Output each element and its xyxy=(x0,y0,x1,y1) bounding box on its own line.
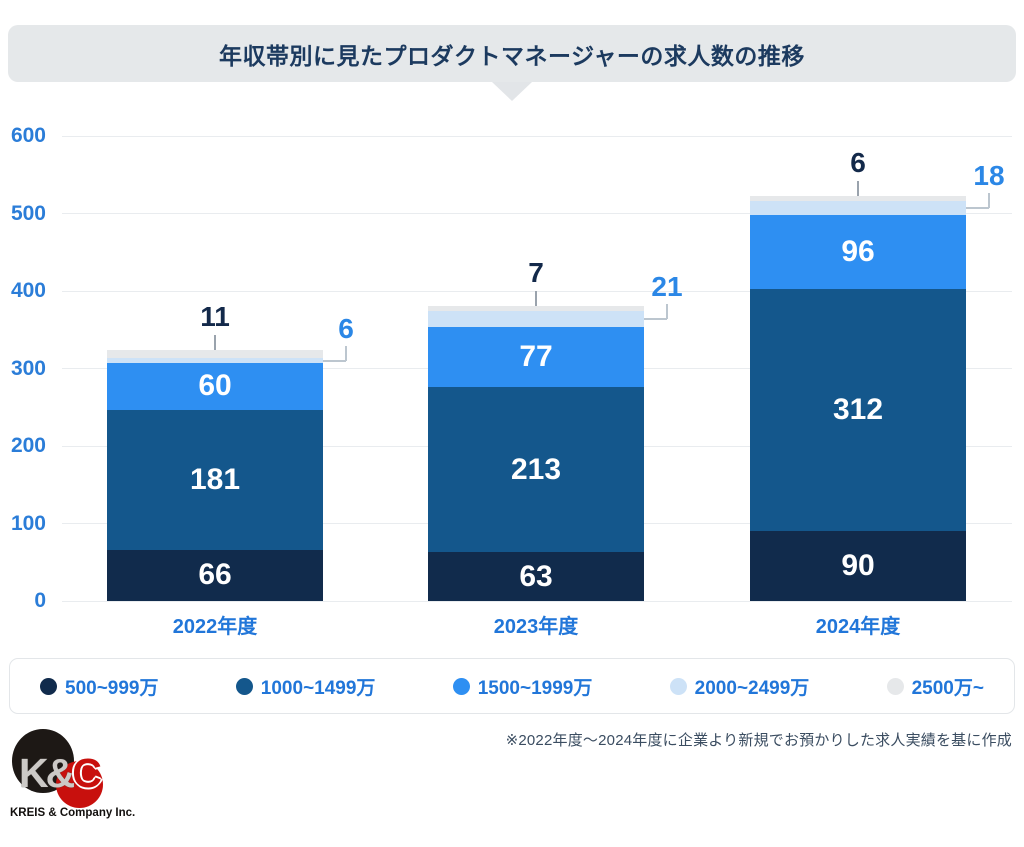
legend-item-1000~1499万: 1000~1499万 xyxy=(235,673,376,700)
y-axis-label-600: 600 xyxy=(10,124,46,147)
logo-company-name: KREIS & Company Inc. xyxy=(10,807,136,819)
bar-2023年度-segment-1000~1499万 xyxy=(428,387,644,553)
bar-2023年度-segment-2500万~ xyxy=(428,305,644,312)
y-axis-label-300: 300 xyxy=(10,356,46,380)
bar-2024年度-segment-1000~1499万 xyxy=(750,289,966,532)
connector-2022年度-2500万~ xyxy=(214,334,216,350)
legend-label: 1000~1499万 xyxy=(260,677,376,699)
bar-2022年度-segment-1000~1499万 xyxy=(107,409,323,550)
bar-2022年度-segment-2500万~ xyxy=(107,349,323,359)
value-label-2024年度-2500万~: 6 xyxy=(850,147,866,179)
value-label-2023年度-1000~1499万: 213 xyxy=(510,452,562,486)
page-title: 年収帯別に見たプロダクトマネージャーの求人数の推移 xyxy=(219,42,805,69)
logo-monogram: K&C xyxy=(19,750,102,796)
value-label-2024年度-500~999万: 90 xyxy=(841,549,875,583)
bar-2024年度-segment-2500万~ xyxy=(750,196,966,202)
legend-label: 2500万~ xyxy=(911,677,984,699)
value-label-2023年度-500~999万: 63 xyxy=(519,559,553,593)
value-label-2024年度-2000~2499万: 18 xyxy=(973,160,1005,192)
value-label-2023年度-2000~2499万: 21 xyxy=(651,271,683,303)
x-axis-label-2023年度: 2023年度 xyxy=(493,616,579,638)
connector-h-2022年度-2000~2499万 xyxy=(323,359,346,362)
legend: 500~999万 1000~1499万 1500~1999万 2000~2499万 25… xyxy=(9,658,1015,714)
bar-2024年度-segment-2000~2499万 xyxy=(750,201,966,216)
bar-2023年度-segment-500~999万 xyxy=(428,552,644,601)
value-label-2022年度-1500~1999万: 60 xyxy=(198,369,232,403)
connector-2023年度-2500万~ xyxy=(535,290,537,306)
y-axis-label-200: 200 xyxy=(10,434,46,457)
y-axis-label-100: 100 xyxy=(10,511,46,535)
banner-pointer-triangle xyxy=(492,82,532,101)
bar-2022年度-segment-2000~2499万 xyxy=(107,358,323,364)
y-axis-label-0: 0 xyxy=(34,589,46,612)
connector-h-2023年度-2000~2499万 xyxy=(644,318,667,321)
legend-item-2500万~: 2500万~ xyxy=(886,673,984,700)
bar-2024年度-segment-500~999万 xyxy=(750,531,966,601)
value-label-2023年度-2500万~: 7 xyxy=(528,256,544,288)
value-label-2024年度-1000~1499万: 312 xyxy=(832,393,884,427)
y-axis-label-500: 500 xyxy=(10,201,46,225)
gridline-500 xyxy=(62,213,1012,214)
connector-v-2022年度-2000~2499万 xyxy=(345,345,347,361)
gridline-0 xyxy=(62,600,1012,602)
logo-red-circle xyxy=(56,761,103,808)
title-banner: 年収帯別に見たプロダクトマネージャーの求人数の推移 xyxy=(8,25,1016,101)
kreis-company-logo: K&C KREIS & Company Inc. xyxy=(10,727,135,829)
bar-2022年度-segment-1500~1999万 xyxy=(107,363,323,410)
gridline-400 xyxy=(62,290,1012,292)
value-label-2022年度-500~999万: 66 xyxy=(198,558,232,592)
legend-label: 1500~1999万 xyxy=(477,677,593,699)
connector-h-2024年度-2000~2499万 xyxy=(966,207,989,210)
legend-dot-icon xyxy=(40,677,57,695)
bar-2023年度-segment-2000~2499万 xyxy=(428,311,644,328)
legend-label: 2000~2499万 xyxy=(694,677,810,699)
logo-monogram-kamp: K& xyxy=(19,750,75,796)
value-label-2022年度-1000~1499万: 181 xyxy=(189,462,241,496)
legend-label: 500~999万 xyxy=(65,677,159,699)
connector-v-2024年度-2000~2499万 xyxy=(988,193,990,209)
bar-2022年度-segment-500~999万 xyxy=(107,549,323,601)
x-axis-label-2022年度: 2022年度 xyxy=(172,616,258,638)
bar-2023年度-segment-1500~1999万 xyxy=(428,327,644,388)
value-label-2023年度-1500~1999万: 77 xyxy=(519,340,553,374)
connector-v-2023年度-2000~2499万 xyxy=(666,304,668,320)
logo-monogram-c: C xyxy=(72,750,102,796)
legend-dot-icon xyxy=(886,677,904,695)
gridline-600 xyxy=(62,135,1012,137)
bar-2024年度-segment-1500~1999万 xyxy=(750,215,966,290)
value-label-2022年度-2000~2499万: 6 xyxy=(338,312,354,344)
legend-item-500~999万: 500~999万 xyxy=(40,673,159,700)
legend-item-2000~2499万: 2000~2499万 xyxy=(669,673,810,700)
value-label-2024年度-1500~1999万: 96 xyxy=(841,235,875,269)
legend-dot-icon xyxy=(669,677,687,695)
y-axis-label-400: 400 xyxy=(10,279,46,302)
source-note: ※2022年度〜2024年度に企業より新規でお預かりした求人実績を基に作成 xyxy=(505,732,1012,749)
legend-item-1500~1999万: 1500~1999万 xyxy=(452,673,593,700)
x-axis-label-2024年度: 2024年度 xyxy=(815,616,901,638)
legend-dot-icon xyxy=(235,677,253,695)
connector-2024年度-2500万~ xyxy=(857,181,859,197)
value-label-2022年度-2500万~: 11 xyxy=(200,300,230,332)
legend-dot-icon xyxy=(452,677,470,695)
